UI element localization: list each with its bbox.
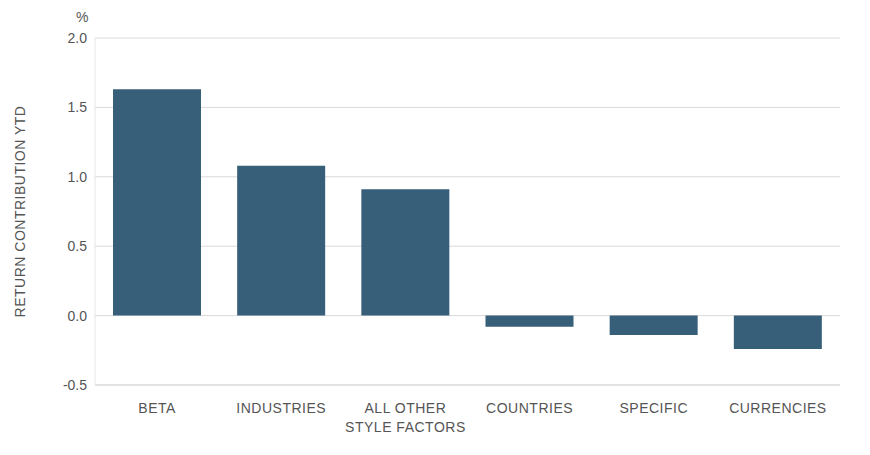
svg-text:1.5: 1.5: [68, 99, 88, 115]
svg-text:0.5: 0.5: [68, 238, 88, 254]
svg-text:INDUSTRIES: INDUSTRIES: [236, 400, 326, 416]
svg-text:2.0: 2.0: [68, 30, 88, 46]
svg-text:1.0: 1.0: [68, 169, 88, 185]
svg-text:0.0: 0.0: [68, 308, 88, 324]
svg-text:COUNTRIES: COUNTRIES: [486, 400, 573, 416]
svg-text:SPECIFIC: SPECIFIC: [619, 400, 688, 416]
svg-text:CURRENCIES: CURRENCIES: [729, 400, 827, 416]
svg-text:BETA: BETA: [138, 400, 176, 416]
svg-text:-0.5: -0.5: [63, 377, 87, 393]
svg-text:RETURN CONTRIBUTION YTD: RETURN CONTRIBUTION YTD: [12, 106, 28, 318]
svg-text:ALL OTHERSTYLE FACTORS: ALL OTHERSTYLE FACTORS: [345, 400, 466, 435]
